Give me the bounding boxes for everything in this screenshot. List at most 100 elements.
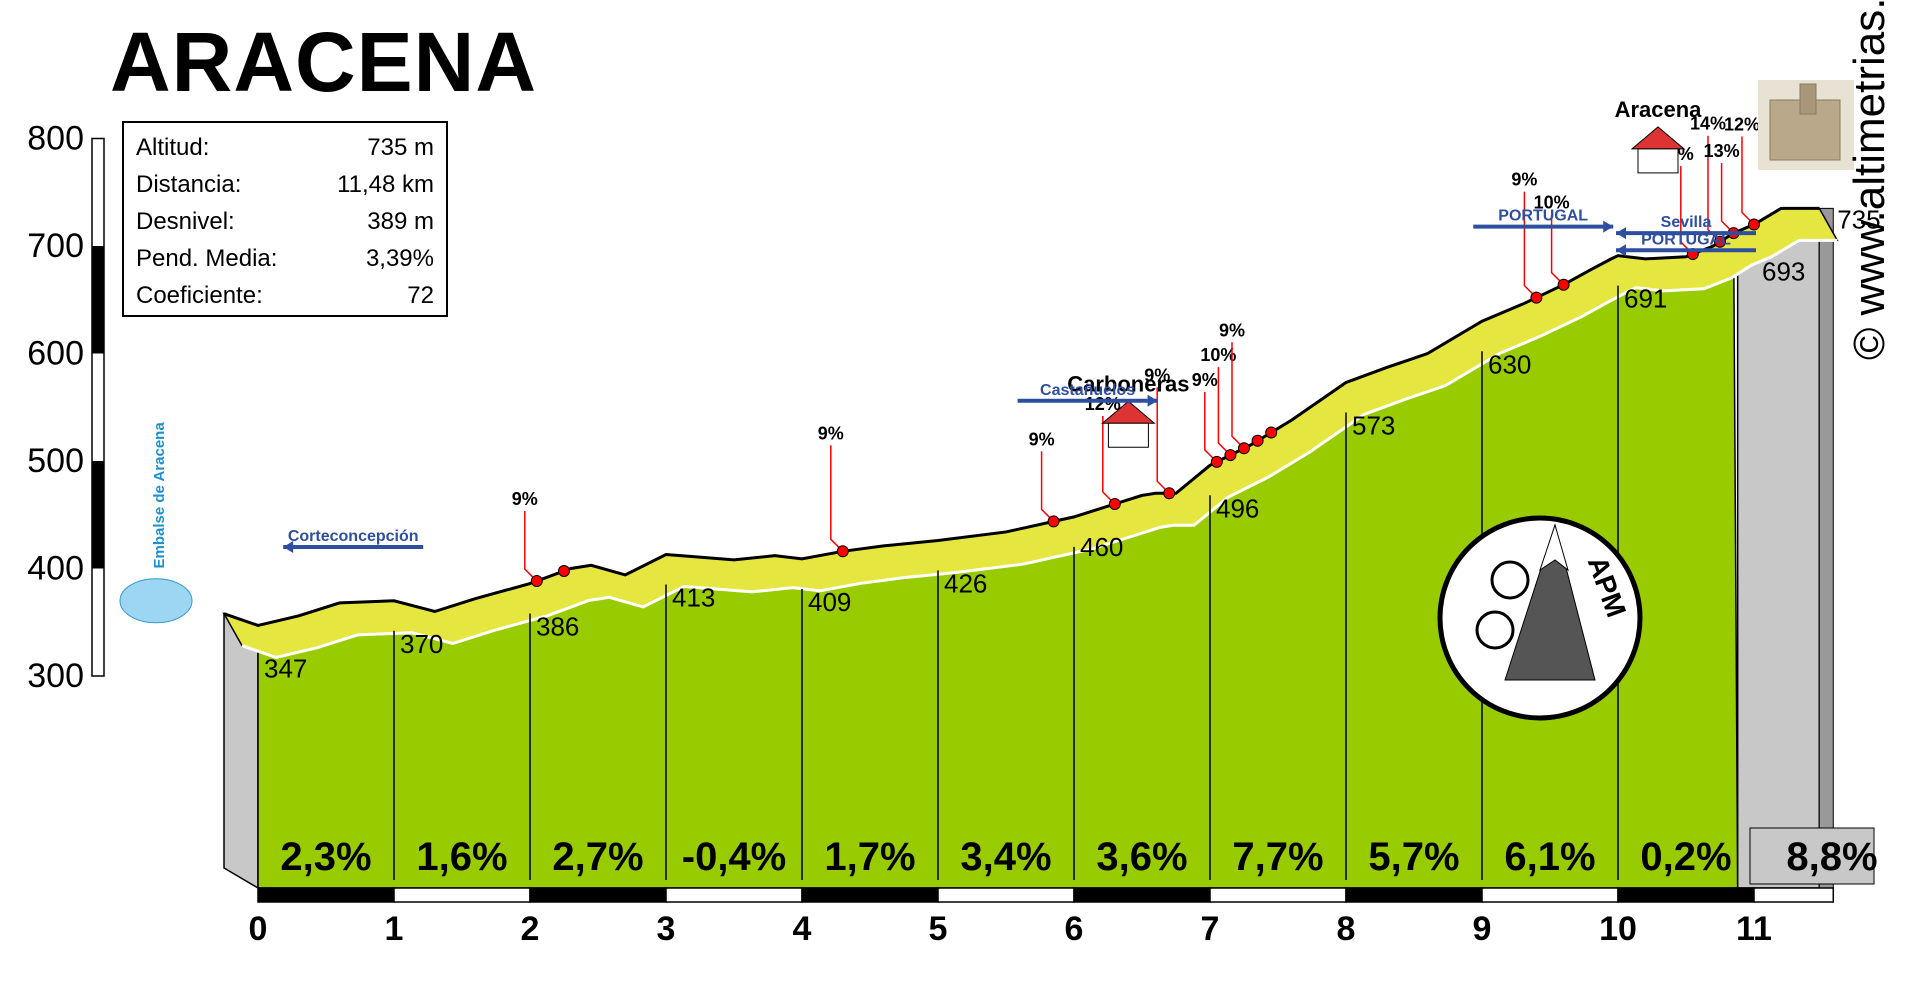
x-tick-label: 10 [1599,910,1637,948]
stat-value: 11,48 km [337,171,434,198]
segment-slope-label: 0,2% [1640,835,1731,879]
slope-marker-leader [1040,451,1055,522]
y-axis-ruler [91,137,105,677]
km-scale-segment [1481,887,1619,903]
segment-slope-label: 1,7% [824,835,915,879]
y-tick-label: 600 [27,335,84,373]
castle-photo-bg [1758,80,1854,170]
stat-row: Desnivel: 389 m [136,203,434,240]
stat-value: 72 [407,282,434,309]
direction-sign-label: Castañuelos [1040,382,1135,399]
km-altitude-label: 573 [1352,411,1395,441]
logo-circle [1437,515,1643,721]
slope-marker-leader [1204,391,1218,463]
place-label: Carboneras [1067,371,1189,396]
segment-slope-label: 2,7% [552,835,643,879]
y-axis-ruler-band [92,246,104,354]
profile-right-side [1818,207,1834,889]
slope-marker-dot [1224,449,1237,462]
profile-left-side [223,612,259,890]
y-axis-ruler-band [92,461,104,569]
slope-marker-label: 9% [1511,170,1537,190]
slope-marker-label: 12% [1724,115,1760,135]
stat-value: 389 m [367,208,434,235]
segment-slope-label: 7,7% [1232,835,1323,879]
segment-slope-label: 3,6% [1096,835,1187,879]
km-altitude-label: 386 [536,612,579,642]
x-tick-label: 2 [521,910,540,948]
direction-arrow-head [1147,394,1158,407]
page-title: ARACENA [110,15,537,109]
km-altitude-label: 409 [808,587,851,617]
bicycle-wheel-icon [1475,610,1515,650]
km-scale-segment [257,887,395,903]
slope-marker-label: 9% [1192,370,1218,390]
slope-marker-dot [1530,291,1543,304]
direction-sign-label: PORTUGAL [1641,231,1731,248]
segment-slope-label: -0,4% [682,835,787,879]
slope-marker-dot [1686,248,1699,261]
direction-sign-label: Sevilla [1661,214,1712,231]
x-tick-label: 0 [249,910,268,948]
y-tick-label: 700 [27,227,84,265]
slope-marker-dot [1210,455,1223,468]
segment-slope-label: 2,3% [280,835,371,879]
direction-arrow-head [1616,244,1626,257]
x-tick-label: 9 [1473,910,1492,948]
x-tick-label: 5 [929,910,948,948]
place-label: Aracena [1615,97,1703,122]
slope-marker-label: 13% [1704,141,1740,161]
slope-marker-leader [1680,166,1694,255]
direction-sign-label: Corteconcepción [288,528,419,545]
x-tick-label: 4 [793,910,812,948]
slope-marker-leader [1217,367,1231,456]
km-scale-segment [1753,887,1835,903]
km-scale-segment [1345,887,1483,903]
slope-marker-leader [1707,135,1721,243]
slope-marker-leader [1741,136,1755,226]
km-altitude-label: 496 [1216,493,1259,523]
house-roof [1101,400,1156,424]
slope-label-box [1749,827,1875,885]
y-tick-label: 400 [27,550,84,588]
house-wall [1637,148,1679,174]
km-scale-segment [1073,887,1211,903]
castle-photo [1758,80,1854,170]
km-altitude-label: 460 [1080,532,1123,562]
y-tick-label: 800 [27,120,84,158]
segment-slope-label: 3,4% [960,835,1051,879]
profile-body [257,231,1739,889]
road-band [222,207,1839,659]
village-icon [1630,126,1686,174]
slope-marker-dot [1714,235,1726,248]
km-altitude-label: 347 [264,653,307,683]
mountain-snow [1539,523,1569,572]
slope-marker-dot [1727,227,1740,240]
stat-row: Pend. Media: 3,39% [136,240,434,277]
x-tick-label: 8 [1337,910,1356,948]
slope-marker-leader [830,445,844,552]
km-altitude-label: 426 [944,569,987,599]
x-tick-label: 11 [1736,910,1772,948]
slope-marker-label: 10% [1534,193,1570,213]
slope-marker-dot [1557,278,1570,291]
km-scale-segment [1209,887,1347,903]
y-tick-label: 500 [27,442,84,480]
slope-marker-dot [1748,218,1760,231]
village-icon [1101,400,1156,448]
x-tick-label: 3 [657,910,676,948]
mountain-icon [1504,523,1596,681]
road-edge-line [241,238,1838,660]
stat-value: 3,39% [365,245,434,272]
stat-label: Altitud: [136,134,210,161]
km-altitude-label: 413 [672,583,715,613]
reservoir-icon [119,578,193,624]
stat-value: 735 m [367,134,434,161]
stat-label: Pend. Media: [136,245,278,272]
slope-marker-dot [530,575,543,588]
stat-label: Coeficiente: [136,282,263,309]
slope-marker-label: 12% [1085,394,1121,414]
slope-marker-leader [1231,342,1245,449]
slope-marker-label: 14% [1690,114,1726,134]
